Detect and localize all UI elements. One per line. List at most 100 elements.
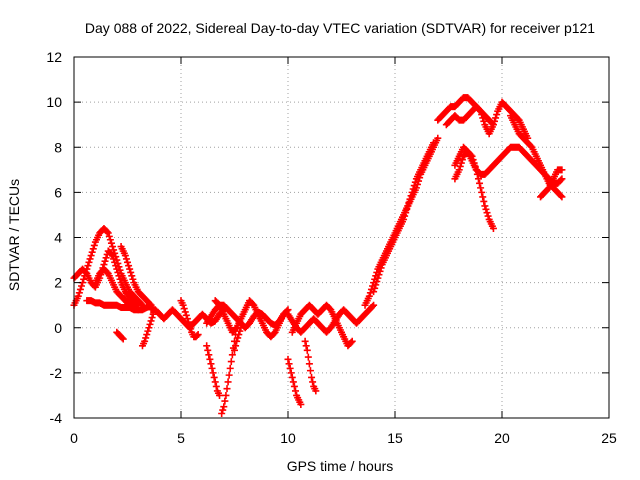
data-point <box>109 252 117 260</box>
data-point <box>87 252 95 260</box>
data-point <box>224 378 232 386</box>
data-point <box>118 334 126 342</box>
data-point <box>236 327 244 335</box>
data-point <box>134 306 142 314</box>
data-point <box>127 268 135 276</box>
data-point <box>365 292 373 300</box>
data-point <box>477 107 485 115</box>
y-axis-label: SDTVAR / TECUs <box>6 179 22 291</box>
data-point <box>479 193 487 201</box>
data-point <box>434 134 442 142</box>
y-tick-label: -4 <box>50 410 63 426</box>
data-point <box>147 317 155 325</box>
data-point <box>478 111 486 119</box>
data-point <box>106 236 114 244</box>
x-axis-label: GPS time / hours <box>287 458 394 474</box>
series-arc26 <box>537 166 566 201</box>
data-point <box>209 369 217 377</box>
data-point <box>184 318 192 326</box>
data-point <box>143 331 151 339</box>
data-point <box>233 337 241 345</box>
data-point <box>212 382 220 390</box>
data-point <box>103 228 111 236</box>
data-point <box>407 192 415 200</box>
data-point <box>146 320 154 328</box>
data-point <box>218 409 226 417</box>
data-point <box>148 314 156 322</box>
x-tick-label: 0 <box>70 430 78 446</box>
y-tick-label: 6 <box>54 184 62 200</box>
data-point <box>478 188 486 196</box>
data-point <box>186 321 194 329</box>
data-point <box>193 332 201 340</box>
data-point <box>303 346 311 354</box>
data-point <box>183 315 191 323</box>
data-point <box>232 342 240 350</box>
series-arc7 <box>138 310 157 350</box>
data-point <box>235 331 243 339</box>
data-point <box>301 337 309 345</box>
data-point <box>75 289 83 297</box>
data-point <box>223 385 231 393</box>
data-point <box>122 255 130 263</box>
data-point <box>406 195 414 203</box>
data-point <box>287 369 295 377</box>
data-point <box>203 342 211 350</box>
data-point <box>107 250 115 258</box>
data-point <box>126 265 134 273</box>
series-arc9 <box>177 297 202 341</box>
data-point <box>369 302 377 310</box>
data-point <box>187 325 195 333</box>
data-point <box>286 364 294 372</box>
data-point <box>309 378 317 386</box>
data-point <box>372 281 380 289</box>
data-point <box>291 387 299 395</box>
data-point <box>181 308 189 316</box>
data-points <box>70 94 566 417</box>
data-point <box>237 324 245 332</box>
data-point <box>366 289 374 297</box>
data-point <box>107 239 115 247</box>
data-point <box>74 292 82 300</box>
data-point <box>109 243 117 251</box>
data-point <box>455 166 463 174</box>
data-point <box>305 360 313 368</box>
data-point <box>125 262 133 270</box>
data-point <box>289 378 297 386</box>
data-point <box>400 215 408 223</box>
data-point <box>489 224 497 232</box>
data-point <box>84 262 92 270</box>
data-point <box>207 360 215 368</box>
data-point <box>88 248 96 256</box>
data-point <box>558 175 566 183</box>
data-point <box>405 199 413 207</box>
data-point <box>220 403 228 411</box>
y-tick-label: 2 <box>54 275 62 291</box>
data-point <box>121 252 129 260</box>
data-point <box>101 257 109 265</box>
data-point <box>481 202 489 210</box>
data-point <box>285 360 293 368</box>
data-point <box>180 305 188 313</box>
chart-title: Day 088 of 2022, Sidereal Day-to-day VTE… <box>85 20 595 36</box>
data-point <box>216 391 224 399</box>
data-point <box>489 121 497 129</box>
data-point <box>290 382 298 390</box>
series-arc20 <box>370 139 438 296</box>
data-point <box>194 331 202 339</box>
data-point <box>80 275 88 283</box>
data-point <box>227 358 235 366</box>
data-point <box>373 277 381 285</box>
data-point <box>492 114 500 122</box>
y-tick-label: 10 <box>46 94 62 110</box>
x-tick-label: 25 <box>601 430 617 446</box>
series-arc17 <box>284 355 305 408</box>
series-arc2 <box>70 247 142 309</box>
data-point <box>374 274 382 282</box>
series-arc16 <box>288 301 356 350</box>
series-arc22 <box>442 98 532 142</box>
data-point <box>288 373 296 381</box>
data-point <box>458 156 466 164</box>
y-tick-label: 4 <box>54 230 62 246</box>
